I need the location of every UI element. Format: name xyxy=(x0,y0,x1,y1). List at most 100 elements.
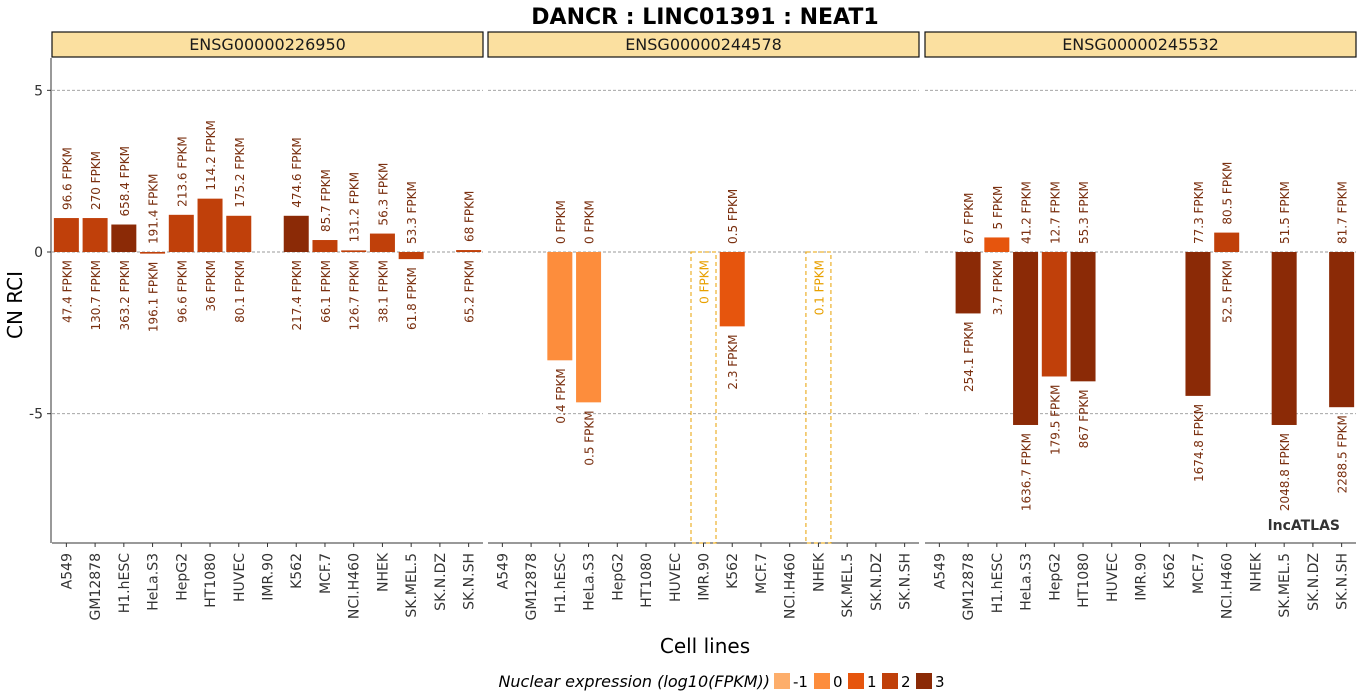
bar-label-top: 55.3 FPKM xyxy=(1077,181,1091,244)
bar-label-bottom: 867 FPKM xyxy=(1077,389,1091,448)
bar-label-top: 5 FPKM xyxy=(991,186,1005,230)
x-tick-label: H1.hESC xyxy=(990,553,1006,613)
x-tick-label: GM12878 xyxy=(524,553,540,620)
bar-label-bottom: 96.6 FPKM xyxy=(175,260,189,323)
bar-label-top: 658.4 FPKM xyxy=(118,146,132,217)
bar xyxy=(312,240,338,252)
legend-label: 2 xyxy=(901,673,911,691)
bar-label-top: 96.6 FPKM xyxy=(60,147,74,210)
lncatlas-watermark: lncATLAS xyxy=(1268,518,1340,534)
x-tick-label: H1.hESC xyxy=(117,553,133,613)
legend: Nuclear expression (log10(FPKM)) -1 0 1 2 3 xyxy=(498,672,944,691)
bar-label-top: 56.3 FPKM xyxy=(376,163,390,226)
bar-label-bottom: 66.1 FPKM xyxy=(319,260,333,323)
bar xyxy=(168,214,194,252)
bar-label-bottom: 130.7 FPKM xyxy=(89,260,103,331)
x-tick-label: HT1080 xyxy=(203,553,219,608)
x-tick-label: HepG2 xyxy=(1047,553,1063,601)
x-axis-title: Cell lines xyxy=(660,634,750,658)
legend-label: 3 xyxy=(935,673,945,691)
x-tick-label: HeLa.S3 xyxy=(582,553,598,611)
bar-label-top: 81.7 FPKM xyxy=(1336,181,1350,244)
bar-label-top: 0 FPKM xyxy=(554,200,568,244)
legend-swatch xyxy=(916,673,932,689)
bar-label-top: 12.7 FPKM xyxy=(1048,181,1062,244)
facet-strip xyxy=(924,31,1357,58)
bar xyxy=(140,252,166,254)
missing-bar-box xyxy=(805,251,832,544)
facet-strip xyxy=(487,31,920,58)
y-axis: 5 0 -5 xyxy=(29,58,52,543)
bar-label-top: 0 FPKM xyxy=(583,200,597,244)
legend-swatch xyxy=(774,673,790,689)
bar-label-top: 474.6 FPKM xyxy=(290,137,304,208)
bar-label-top: 213.6 FPKM xyxy=(175,136,189,207)
bar xyxy=(82,218,108,252)
bar-label-top: 114.2 FPKM xyxy=(204,120,218,191)
bar xyxy=(456,250,482,252)
bar xyxy=(369,233,395,252)
bar xyxy=(341,250,367,252)
bar-label-top: 80.5 FPKM xyxy=(1221,162,1235,225)
bar xyxy=(719,252,745,327)
facet-strip-label: ENSG00000244578 xyxy=(625,35,782,54)
x-tick-label: A549 xyxy=(932,553,948,589)
bar xyxy=(955,252,981,314)
x-tick-label: GM12878 xyxy=(88,553,104,620)
bar-label-bottom: 217.4 FPKM xyxy=(290,260,304,331)
bar-label-top: 77.3 FPKM xyxy=(1192,181,1206,244)
missing-bar-label: 0 FPKM xyxy=(698,260,712,304)
x-tick-label: HeLa.S3 xyxy=(146,553,162,611)
bar-label-top: 85.7 FPKM xyxy=(319,169,333,232)
x-tick-label: MCF.7 xyxy=(754,553,770,594)
bar-label-bottom: 61.8 FPKM xyxy=(405,267,419,330)
x-tick-label: IMR.90 xyxy=(261,553,277,601)
x-tick-label: MCF.7 xyxy=(1191,553,1207,594)
x-tick-label: GM12878 xyxy=(961,553,977,620)
x-tick-label: HUVEC xyxy=(1105,553,1121,602)
x-tick-label: NHEK xyxy=(1248,552,1264,592)
legend-label: 1 xyxy=(867,673,877,691)
missing-bar-box xyxy=(690,251,717,544)
bar-label-bottom: 47.4 FPKM xyxy=(60,260,74,323)
bar-label-bottom: 38.1 FPKM xyxy=(376,260,390,323)
x-tick-label: NCI.H460 xyxy=(783,553,799,619)
y-tick-label: 0 xyxy=(34,245,43,261)
x-tick-label: K562 xyxy=(725,553,741,589)
bar-label-top: 51.5 FPKM xyxy=(1278,181,1292,244)
x-tick-label: H1.hESC xyxy=(553,553,569,613)
legend-swatch xyxy=(814,673,830,689)
x-tick-label: NCI.H460 xyxy=(347,553,363,619)
x-tick-label: SK.N.DZ xyxy=(869,553,885,611)
x-tick-label: A549 xyxy=(59,553,75,589)
missing-bar-label: 0.1 FPKM xyxy=(812,260,826,315)
x-tick-label: SK.MEL.5 xyxy=(840,553,856,618)
bar xyxy=(984,237,1010,252)
bar-label-bottom: 80.1 FPKM xyxy=(233,260,247,323)
bar-label-bottom: 1636.7 FPKM xyxy=(1020,433,1034,511)
bar-label-bottom: 2.3 FPKM xyxy=(726,334,740,389)
x-tick-label: A549 xyxy=(495,553,511,589)
bar xyxy=(1013,252,1039,425)
bar xyxy=(111,224,137,252)
facet-panel: ENSG00000245532 A549 GM12878 H1.hESC HeLa.S3… xyxy=(924,31,1357,620)
x-tick-label: SK.N.DZ xyxy=(433,553,449,611)
legend-label: 0 xyxy=(833,673,843,691)
bar-label-bottom: 363.2 FPKM xyxy=(118,260,132,331)
bar xyxy=(547,252,573,361)
bar xyxy=(1070,252,1096,382)
bar-label-bottom: 2048.8 FPKM xyxy=(1278,433,1292,511)
bar-label-top: 41.2 FPKM xyxy=(1020,181,1034,244)
bar xyxy=(197,198,223,252)
bar xyxy=(1329,252,1355,408)
bar-label-bottom: 254.1 FPKM xyxy=(962,321,976,392)
x-tick-label: IMR.90 xyxy=(697,553,713,601)
y-tick-label: -5 xyxy=(29,407,43,423)
x-tick-label: NHEK xyxy=(811,552,827,592)
x-tick-label: HepG2 xyxy=(610,553,626,601)
facet-strip-label: ENSG00000226950 xyxy=(189,35,346,54)
x-tick-label: NHEK xyxy=(375,552,391,592)
x-tick-label: NCI.H460 xyxy=(1220,553,1236,619)
x-tick-label: SK.N.SH xyxy=(898,553,914,610)
